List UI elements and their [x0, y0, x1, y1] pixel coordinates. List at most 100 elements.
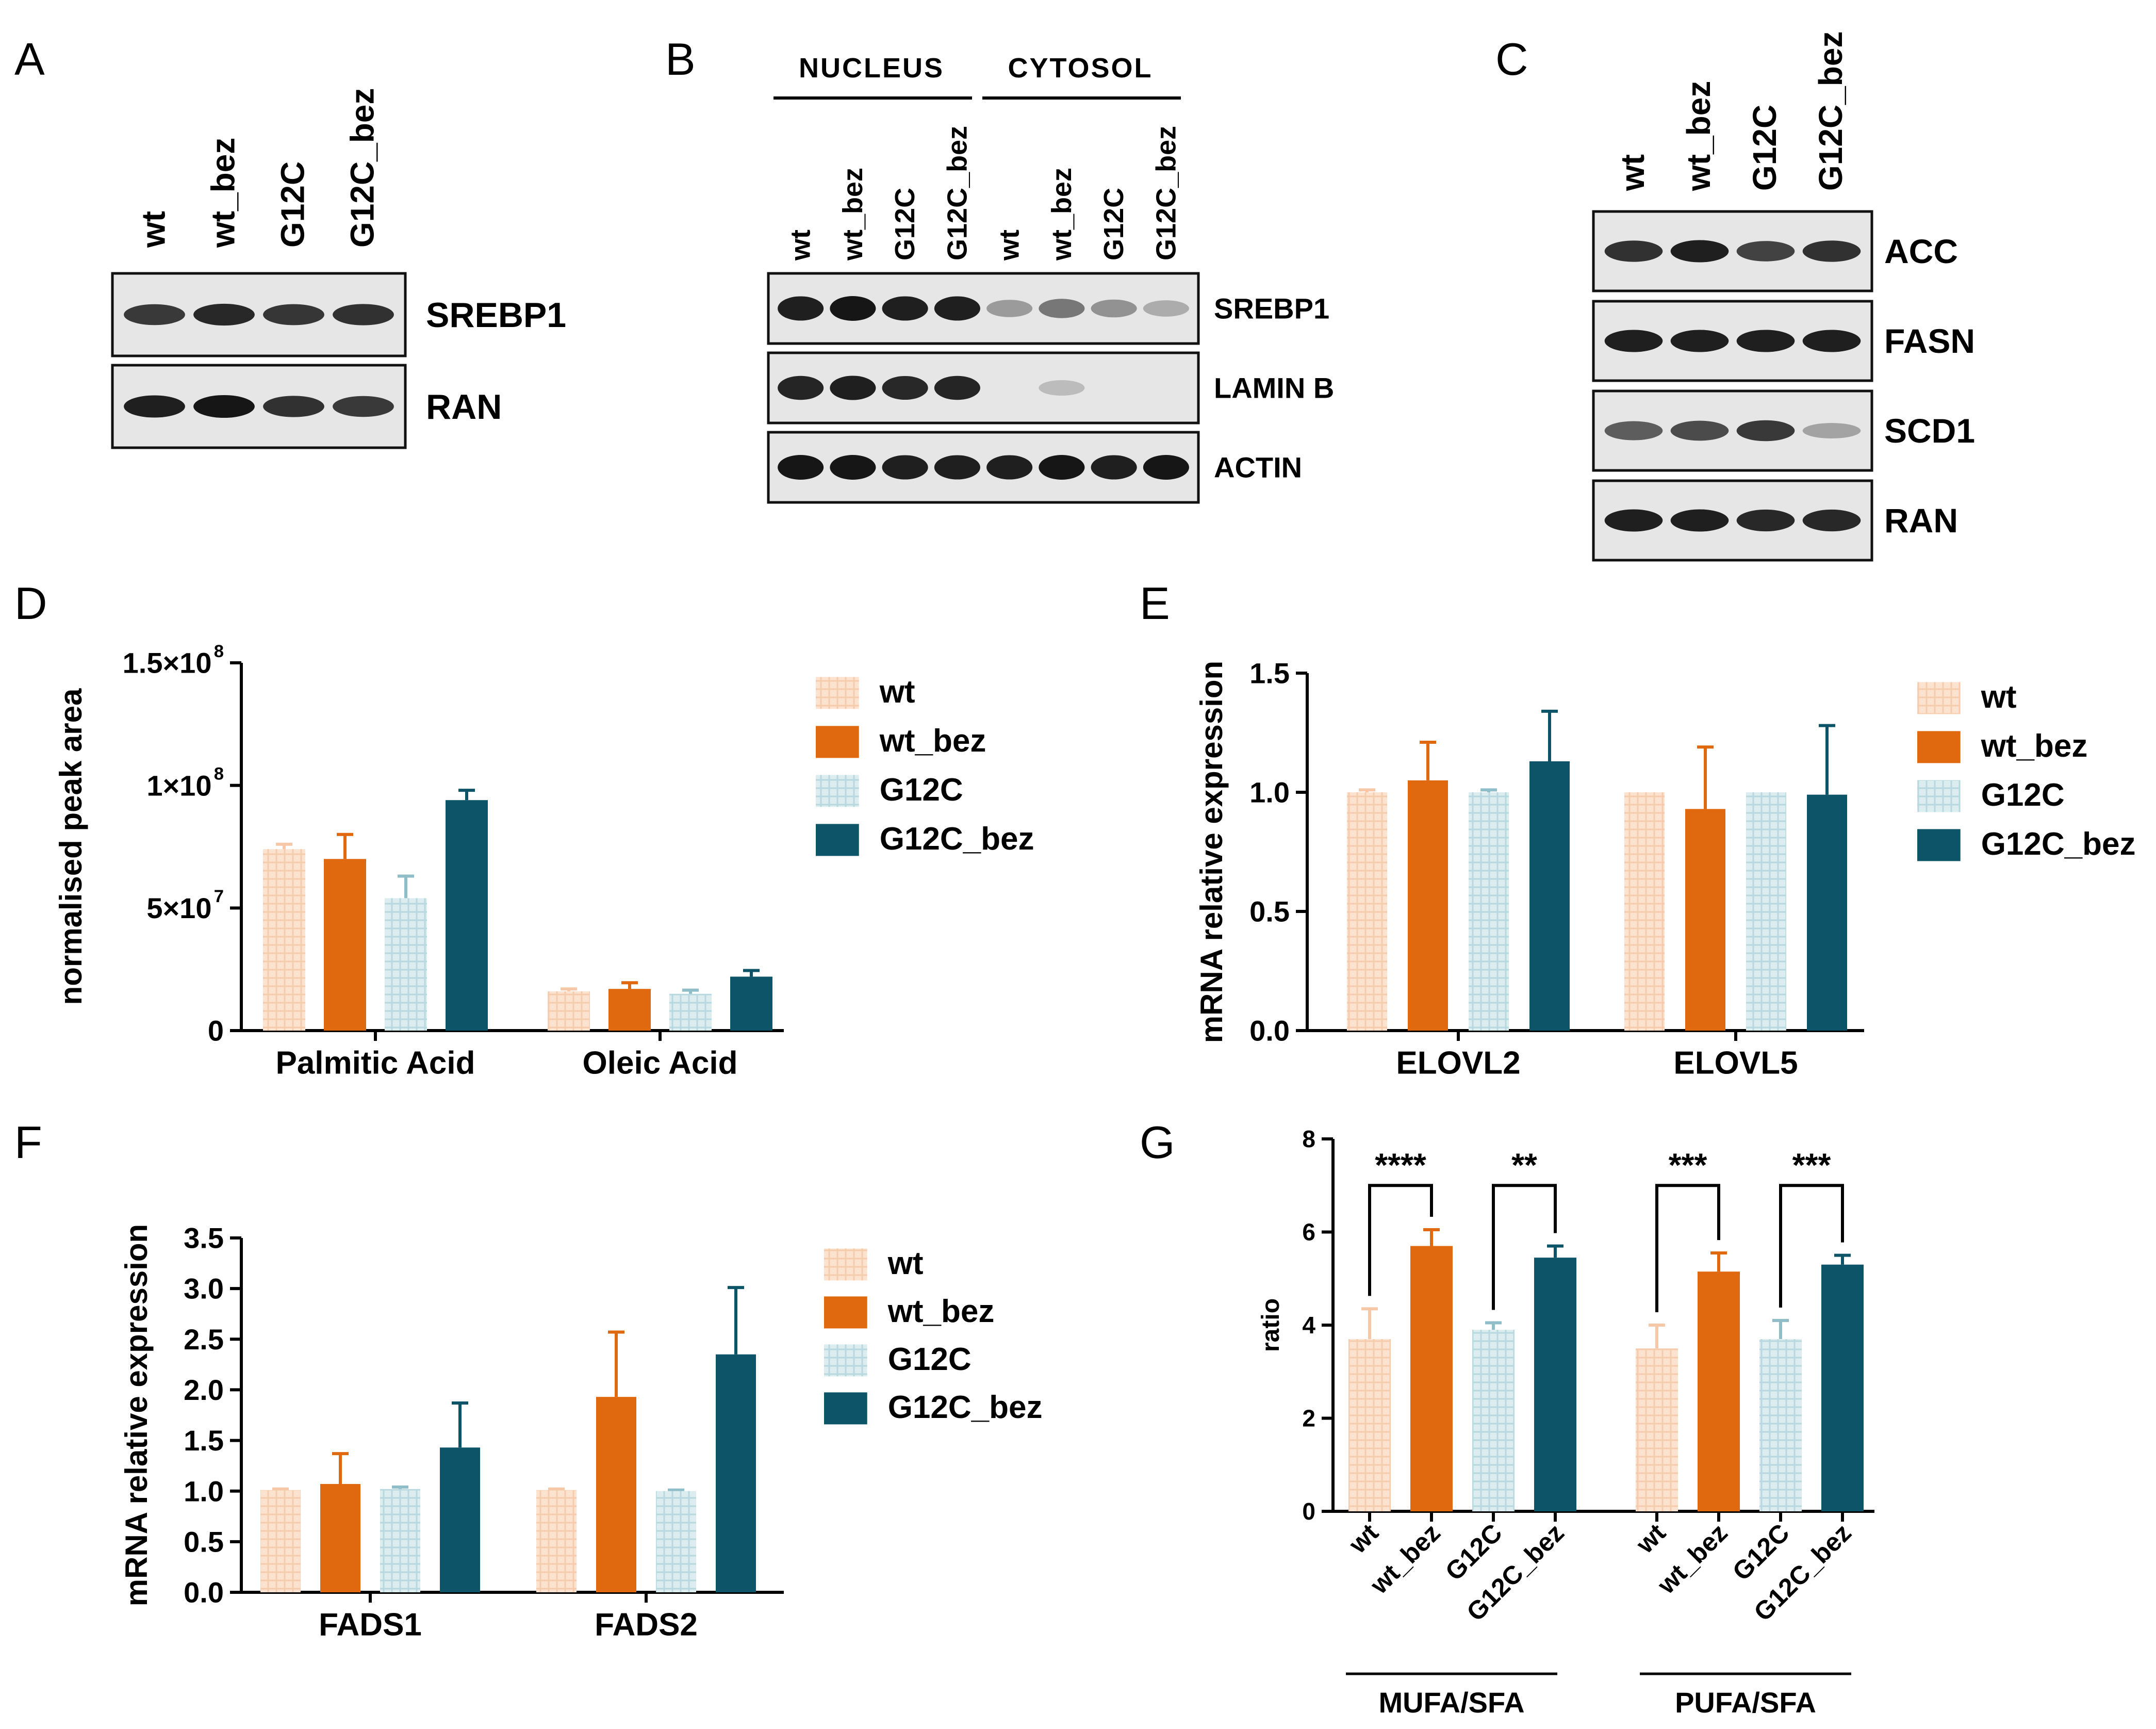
significance-bracket	[1492, 1184, 1557, 1310]
lane-label: wt	[785, 230, 816, 261]
significance-label: ***	[1669, 1146, 1707, 1183]
lane-label: wt_bez	[205, 138, 242, 248]
legend-swatch	[1917, 731, 1961, 763]
legend-label: wt	[1981, 679, 2017, 715]
bar-G12C	[1746, 792, 1786, 1031]
blot-band	[830, 455, 876, 480]
legend-label: G12C_bez	[1981, 826, 2136, 862]
bar-G12C	[669, 993, 712, 1031]
panel-c-western-blot: wt wt_bez G12C G12C_bez ACC FASN SCD1 RAN	[1592, 31, 1975, 562]
significance-bracket	[1368, 1184, 1433, 1296]
y-tick-label: 1.5×10	[123, 647, 212, 679]
bar-wt_bez	[1685, 809, 1725, 1031]
y-tick-label: 1×10	[146, 769, 211, 802]
protein-label: ACTIN	[1214, 451, 1302, 484]
legend-label: wt	[879, 674, 915, 710]
protein-label: SREBP1	[1214, 292, 1329, 325]
blot-band	[778, 376, 824, 400]
panel-letter-e: E	[1140, 578, 1170, 629]
lane-label: G12C_bez	[344, 88, 381, 248]
bar-wt	[1347, 792, 1387, 1031]
legend-swatch	[816, 726, 859, 758]
lane-label: G12C	[274, 161, 311, 248]
lane-label: G12C_bez	[1150, 126, 1181, 260]
legend-label: wt_bez	[879, 723, 986, 759]
protein-label: FASN	[1884, 322, 1975, 360]
bar-G12C_bez	[1529, 761, 1570, 1031]
blot-band	[1670, 240, 1729, 263]
legend-swatch	[816, 775, 859, 807]
bar-G12C_bez	[446, 800, 488, 1031]
protein-label: SCD1	[1884, 412, 1975, 450]
bar-G12C_bez	[1821, 1264, 1864, 1511]
panel-letter-b: B	[665, 34, 696, 85]
group-label: MUFA/SFA	[1378, 1686, 1524, 1719]
panel-letter-c: C	[1495, 34, 1528, 85]
blot-band	[934, 296, 980, 321]
blot-band	[1802, 240, 1861, 262]
lane-label: wt	[1614, 154, 1651, 191]
y-tick-exponent: 8	[214, 764, 224, 784]
lane-label: G12C_bez	[942, 126, 973, 260]
blot-band	[1670, 509, 1729, 532]
panel-letter-d: D	[14, 578, 47, 629]
y-tick-label: 6	[1302, 1219, 1315, 1246]
group-label-cytosol: CYTOSOL	[1008, 53, 1153, 84]
legend-swatch	[816, 677, 859, 709]
blot-band	[1802, 509, 1861, 532]
protein-label: ACC	[1884, 232, 1958, 270]
y-tick-label: 1.0	[1249, 776, 1290, 809]
significance-label: **	[1511, 1146, 1537, 1183]
blot-band	[1091, 299, 1137, 318]
blot-band	[882, 376, 928, 400]
y-tick-label: 2.5	[184, 1323, 224, 1356]
lane-label: wt_bez	[1046, 168, 1077, 261]
blot-band	[778, 455, 824, 480]
bar-wt	[1624, 792, 1665, 1031]
blot-band	[882, 296, 928, 321]
blot-band	[1604, 509, 1663, 532]
bar-wt_bez	[1698, 1271, 1740, 1511]
lane-label: G12C	[890, 188, 920, 260]
bar-G12C	[1469, 792, 1509, 1031]
blot-band	[986, 455, 1033, 480]
blot-band	[1670, 420, 1729, 441]
blot-band	[1736, 509, 1795, 532]
blot-band	[1039, 380, 1085, 396]
x-category-label: ELOVL5	[1673, 1046, 1798, 1081]
bar-wt_bez	[608, 989, 651, 1031]
group-label-nucleus: NUCLEUS	[799, 53, 944, 84]
blot-band	[1736, 241, 1795, 262]
blot-band	[333, 396, 394, 417]
legend-label: G12C_bez	[880, 821, 1034, 857]
lane-label: G12C	[1746, 105, 1783, 191]
bar-wt_bez	[324, 859, 366, 1031]
legend-swatch	[816, 824, 859, 856]
bar-wt	[263, 849, 305, 1031]
blot-band	[934, 376, 980, 400]
bar-G12C	[385, 898, 427, 1031]
legend-swatch	[824, 1344, 867, 1377]
significance-bracket	[1779, 1184, 1844, 1308]
y-tick-label: 3.5	[184, 1222, 224, 1254]
y-tick-label: 0	[208, 1015, 224, 1047]
legend-swatch	[824, 1248, 867, 1281]
blot-band	[778, 296, 824, 321]
blot-band	[193, 303, 255, 326]
x-category-label: FADS1	[319, 1607, 422, 1643]
blot-band	[1039, 299, 1085, 318]
blot-band	[1091, 455, 1137, 480]
blot-band	[830, 376, 876, 400]
y-tick-label: 0.0	[1249, 1015, 1290, 1047]
bar-G12C_bez	[1807, 794, 1847, 1031]
panel-f-bar-chart: 0.0 0.5 1.0 1.5 2.0 2.5 3.0 3.5 mRNA relative ex…	[119, 1222, 1043, 1643]
blot-band	[1670, 330, 1729, 352]
bar-wt	[1348, 1339, 1391, 1511]
legend-label: G12C	[1981, 777, 2065, 813]
bar-wt_bez	[596, 1397, 636, 1592]
bar-wt_bez	[1410, 1246, 1453, 1511]
blot-band	[934, 455, 980, 480]
y-tick-label: 0.0	[184, 1576, 224, 1609]
bar-wt	[536, 1490, 577, 1592]
lane-label: wt	[994, 230, 1025, 261]
